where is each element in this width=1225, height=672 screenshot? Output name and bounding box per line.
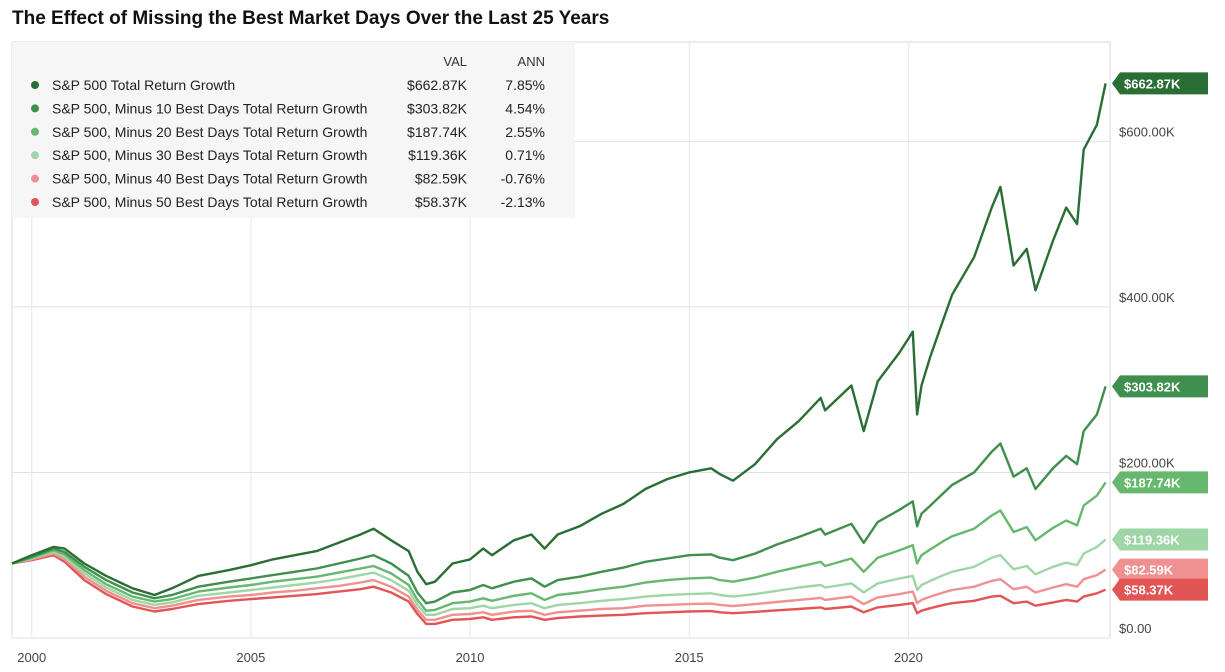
- end-label-text: $303.82K: [1124, 379, 1181, 394]
- end-label-text: $119.36K: [1124, 532, 1180, 547]
- legend-series-name: S&P 500, Minus 10 Best Days Total Return…: [52, 100, 367, 116]
- end-label-tag: [1112, 72, 1208, 95]
- legend-dot: [31, 104, 39, 113]
- legend-series-val: $119.36K: [408, 147, 468, 163]
- y-tick-label: $600.00K: [1119, 124, 1175, 139]
- end-labels: $662.87K $303.82K $187.74K $119.36K $82.59K $…: [1112, 72, 1208, 601]
- legend-item: S&P 500, Minus 40 Best Days Total Return…: [31, 171, 545, 187]
- legend-item: S&P 500, Minus 30 Best Days Total Return…: [31, 147, 545, 163]
- end-label-text: $82.59K: [1124, 563, 1174, 578]
- end-label-tag: [1112, 375, 1208, 398]
- legend-series-val: $82.59K: [415, 171, 468, 187]
- legend-series-val: $662.87K: [407, 77, 468, 93]
- x-tick-label: 2000: [17, 650, 46, 665]
- legend-dot: [31, 127, 39, 136]
- series-line: [11, 552, 1107, 621]
- legend-item: S&P 500, Minus 10 Best Days Total Return…: [31, 100, 545, 116]
- series-line: [11, 554, 1107, 626]
- legend-series-name: S&P 500, Minus 40 Best Days Total Return…: [52, 171, 367, 187]
- series-line: [11, 481, 1107, 612]
- end-label-text: $58.37K: [1124, 583, 1174, 598]
- end-label: $303.82K: [1112, 375, 1208, 398]
- end-label: $58.37K: [1112, 578, 1208, 601]
- x-tick-label: 2020: [894, 650, 923, 665]
- y-tick-label: $0.00: [1119, 621, 1152, 636]
- legend-series-ann: 7.85%: [505, 77, 545, 93]
- legend-header-val: VAL: [443, 54, 467, 69]
- legend-item: S&P 500, Minus 50 Best Days Total Return…: [31, 194, 545, 210]
- series-line: [11, 538, 1107, 616]
- series-layer: [11, 83, 1107, 626]
- legend: VAL ANN S&P 500 Total Return Growth $662.87…: [12, 42, 575, 218]
- legend-series-ann: -2.13%: [501, 194, 545, 210]
- legend-series-ann: 4.54%: [505, 100, 545, 116]
- end-label-tag: [1112, 558, 1208, 581]
- legend-box: [12, 42, 575, 218]
- axis-layer: $0.00 $200.00K $400.00K $600.00K 2000 2005 201…: [17, 124, 1175, 665]
- y-tick-label: $200.00K: [1119, 455, 1175, 470]
- legend-series-val: $187.74K: [407, 124, 468, 140]
- legend-dot: [31, 151, 39, 160]
- end-label: $187.74K: [1112, 471, 1208, 494]
- series-line: [11, 386, 1107, 605]
- end-label-tag: [1112, 578, 1208, 601]
- legend-item: S&P 500 Total Return Growth $662.87K 7.85%: [31, 77, 545, 93]
- legend-series-name: S&P 500, Minus 50 Best Days Total Return…: [52, 194, 367, 210]
- end-label: $662.87K: [1112, 72, 1208, 95]
- legend-series-val: $303.82K: [407, 100, 468, 116]
- legend-dot: [31, 174, 39, 183]
- legend-series-ann: 0.71%: [505, 147, 545, 163]
- end-label-text: $662.87K: [1124, 76, 1181, 91]
- end-label: $119.36K: [1112, 528, 1208, 551]
- end-label-tag: [1112, 528, 1208, 551]
- legend-series-name: S&P 500, Minus 20 Best Days Total Return…: [52, 124, 367, 140]
- end-label-text: $187.74K: [1124, 475, 1181, 490]
- legend-series-ann: 2.55%: [505, 124, 545, 140]
- x-tick-label: 2015: [675, 650, 704, 665]
- legend-header-ann: ANN: [518, 54, 545, 69]
- end-label-tag: [1112, 471, 1208, 494]
- legend-item: S&P 500, Minus 20 Best Days Total Return…: [31, 124, 545, 140]
- end-label: $82.59K: [1112, 558, 1208, 581]
- chart-title: The Effect of Missing the Best Market Da…: [12, 8, 610, 29]
- x-tick-label: 2005: [236, 650, 265, 665]
- legend-series-name: S&P 500 Total Return Growth: [52, 77, 235, 93]
- legend-series-ann: -0.76%: [501, 171, 545, 187]
- legend-series-name: S&P 500, Minus 30 Best Days Total Return…: [52, 147, 367, 163]
- legend-dot: [31, 81, 39, 89]
- legend-series-val: $58.37K: [415, 194, 468, 210]
- series-line: [11, 83, 1107, 597]
- x-tick-label: 2010: [456, 650, 485, 665]
- y-tick-label: $400.00K: [1119, 290, 1175, 305]
- legend-dot: [31, 198, 39, 206]
